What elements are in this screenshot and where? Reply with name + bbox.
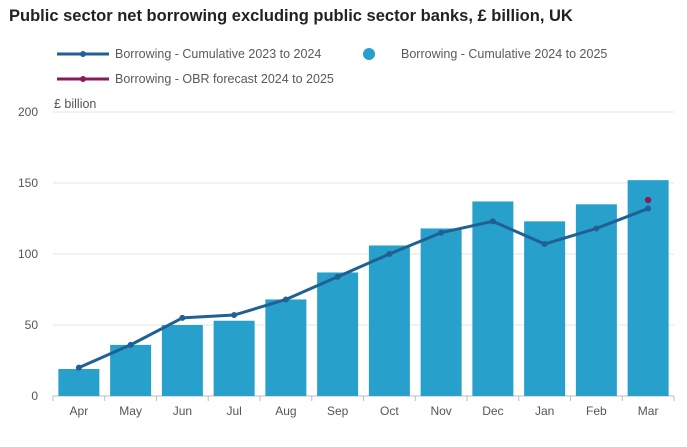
bar — [524, 221, 566, 396]
y-tick-label: 0 — [31, 389, 38, 403]
legend-item-2024-2025[interactable]: Borrowing - Cumulative 2024 to 2025 — [362, 47, 607, 61]
line-point — [334, 273, 341, 280]
line-point — [282, 296, 289, 303]
bar — [317, 272, 359, 396]
line-point — [541, 241, 548, 248]
x-tick-label: Feb — [586, 404, 607, 418]
line-point — [75, 364, 82, 371]
x-tick-label: Jan — [535, 404, 554, 418]
legend-line-marker-icon — [57, 51, 109, 57]
bar — [627, 180, 669, 396]
x-tick-label: Aug — [275, 404, 296, 418]
line-point — [386, 251, 393, 257]
bar — [472, 201, 514, 396]
bar — [110, 344, 152, 396]
bar — [213, 320, 255, 396]
legend-item-2023-2024[interactable]: Borrowing - Cumulative 2023 to 2024 — [57, 47, 321, 61]
x-tick-label: May — [119, 404, 142, 418]
bar — [58, 369, 100, 396]
bar — [420, 228, 462, 396]
x-tick-label: Jun — [173, 404, 192, 418]
bar — [265, 299, 307, 396]
x-tick-label: Nov — [430, 404, 451, 418]
line-point — [593, 225, 600, 232]
line-point — [438, 229, 445, 236]
line-point — [127, 341, 134, 348]
y-tick-label: 100 — [18, 247, 38, 261]
x-tick-label: Oct — [380, 404, 399, 418]
line-point — [489, 218, 496, 225]
legend-label: Borrowing - Cumulative 2024 to 2025 — [401, 47, 608, 61]
legend-label: Borrowing - OBR forecast 2024 to 2025 — [115, 72, 334, 86]
y-tick-label: 50 — [25, 318, 39, 332]
y-tick-label: 200 — [18, 105, 38, 119]
chart-title: Public sector net borrowing excluding pu… — [9, 7, 573, 25]
legend-line-marker-icon — [57, 76, 109, 82]
y-axis-label: £ billion — [54, 97, 96, 111]
legend-item-obr-forecast[interactable]: Borrowing - OBR forecast 2024 to 2025 — [57, 72, 334, 86]
line-point — [179, 314, 186, 321]
line-series-2023-2024 — [78, 207, 649, 369]
x-tick-label: Apr — [70, 404, 89, 418]
bar — [161, 325, 203, 396]
bar — [575, 204, 617, 396]
line-point — [231, 312, 238, 319]
bar — [368, 245, 410, 396]
x-tick-label: Jul — [226, 404, 241, 418]
x-tick-label: Sep — [327, 404, 349, 418]
x-tick-label: Dec — [482, 404, 503, 418]
forecast-point — [644, 196, 652, 204]
x-tick-label: Mar — [638, 404, 659, 418]
y-tick-label: 150 — [18, 176, 38, 190]
legend-label: Borrowing - Cumulative 2023 to 2024 — [115, 47, 322, 61]
legend-circle-icon — [363, 48, 375, 60]
line-point — [645, 205, 652, 212]
